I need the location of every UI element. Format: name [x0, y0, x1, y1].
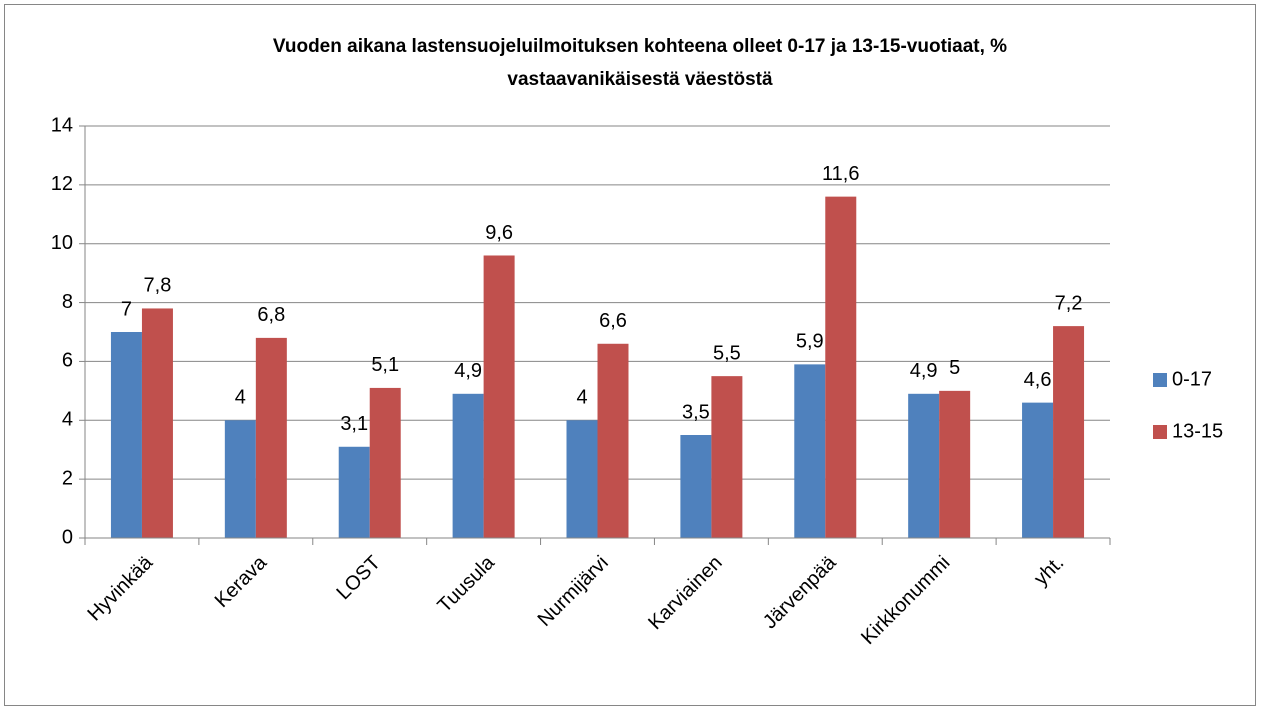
bar	[711, 376, 743, 538]
bar	[452, 393, 484, 538]
bar	[255, 337, 287, 538]
data-label: 4,9	[910, 360, 938, 382]
data-label: 7	[121, 298, 132, 320]
bar	[483, 255, 515, 538]
data-label: 6,8	[257, 304, 285, 326]
bar	[566, 420, 598, 538]
y-tick-label: 12	[51, 173, 73, 195]
data-label: 5,9	[796, 331, 824, 353]
bar	[110, 332, 142, 538]
bar	[141, 308, 173, 538]
data-label: 7,2	[1055, 292, 1083, 314]
legend-swatch	[1153, 373, 1167, 387]
data-label: 9,6	[485, 222, 513, 244]
data-label: 3,5	[682, 401, 710, 423]
bar	[825, 196, 857, 538]
y-tick-label: 10	[51, 232, 73, 254]
legend-swatch	[1153, 425, 1167, 439]
chart-title: Vuoden aikana lastensuojeluilmoituksen k…	[273, 36, 1007, 57]
y-tick-label: 4	[62, 409, 73, 431]
data-label: 6,6	[599, 310, 627, 332]
legend-label: 13-15	[1172, 420, 1223, 442]
bar	[224, 420, 256, 538]
data-label: 5,5	[713, 342, 741, 364]
legend-label: 0-17	[1172, 368, 1212, 390]
chart-frame	[4, 4, 1256, 706]
data-label: 4	[235, 387, 246, 409]
bar	[939, 390, 971, 538]
y-tick-label: 14	[51, 114, 73, 136]
data-label: 3,1	[340, 413, 368, 435]
y-tick-label: 6	[62, 350, 73, 372]
y-tick-label: 2	[62, 467, 73, 489]
data-label: 7,8	[144, 275, 172, 297]
data-label: 4	[576, 387, 587, 409]
chart-title: vastaavanikäisestä väestöstä	[507, 69, 773, 90]
y-tick-label: 0	[62, 526, 73, 548]
data-label: 11,6	[822, 163, 859, 185]
bar	[908, 393, 940, 538]
data-label: 5,1	[371, 354, 399, 376]
bar	[680, 435, 712, 538]
bar	[597, 343, 629, 538]
data-label: 4,9	[454, 360, 482, 382]
bar	[794, 364, 826, 538]
data-label: 5	[949, 357, 960, 379]
bar	[338, 446, 370, 538]
bar	[1022, 402, 1054, 538]
bar	[369, 387, 401, 538]
data-label: 4,6	[1024, 369, 1052, 391]
bar	[1053, 326, 1085, 538]
y-tick-label: 8	[62, 291, 73, 313]
